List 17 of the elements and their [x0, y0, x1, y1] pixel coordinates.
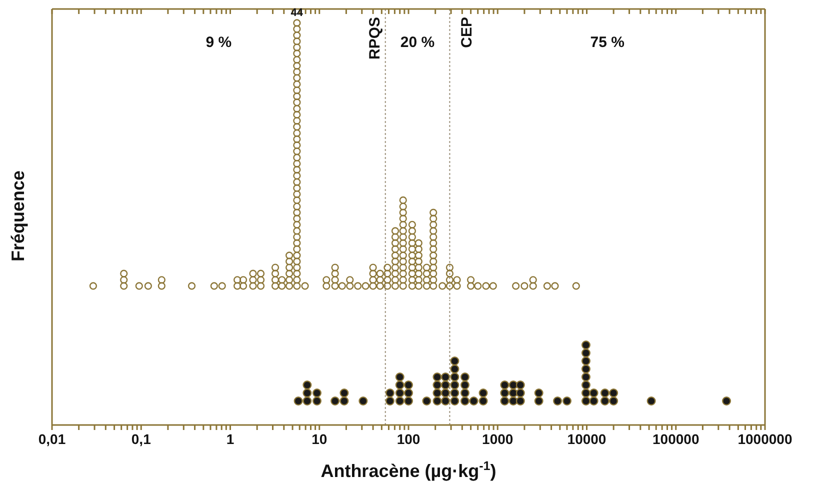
x-axis-title: Anthracène (µg·kg$^{-1}$)	[320, 459, 496, 481]
x-tick-label: 10000	[567, 431, 606, 447]
ref-line-label: RPQS	[366, 17, 384, 60]
x-tick-label: 0,1	[131, 431, 152, 447]
x-tick-label: 0,01	[38, 431, 66, 447]
x-tick-label: 1000000	[738, 431, 792, 447]
x-tick-label: 100	[396, 431, 420, 447]
x-tick-label: 10	[312, 431, 328, 447]
annotation: 9 %	[206, 34, 232, 51]
annotation: 75 %	[590, 34, 624, 51]
annotation: 20 %	[400, 34, 435, 51]
x-tick-label: 1000	[482, 431, 514, 447]
ref-line-label: CEP	[458, 17, 476, 48]
x-tick-label: 100000	[652, 431, 700, 447]
annotation: 44	[290, 6, 304, 19]
y-axis-title: Fréquence	[8, 170, 28, 262]
x-tick-label: 1	[226, 431, 234, 447]
